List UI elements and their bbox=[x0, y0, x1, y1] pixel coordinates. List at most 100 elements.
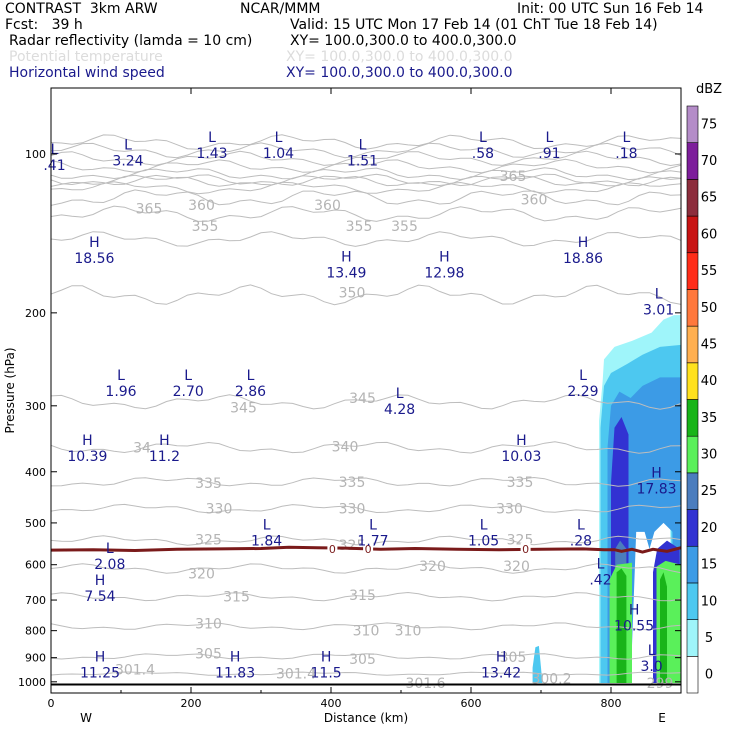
wind-high-marker: H bbox=[230, 649, 241, 665]
wind-low-marker: L bbox=[106, 541, 114, 557]
freezing-level-label: 0 bbox=[522, 543, 529, 556]
colorbar-label: 60 bbox=[701, 227, 718, 242]
y-tick-label: 600 bbox=[25, 559, 46, 572]
theta-label: 305 bbox=[500, 650, 527, 666]
wind-high-marker: H bbox=[89, 235, 100, 251]
wind-value-label: 11.5 bbox=[311, 665, 342, 681]
theta-label: 355 bbox=[391, 219, 418, 235]
wind-high-marker: H bbox=[82, 433, 93, 449]
colorbar-label: 55 bbox=[701, 264, 718, 279]
wind-low-marker: L bbox=[117, 368, 125, 384]
wind-low-marker: L bbox=[577, 518, 585, 534]
colorbar-swatch bbox=[686, 619, 699, 657]
wind-value-label: 10.03 bbox=[501, 449, 541, 465]
colorbar-label: 20 bbox=[701, 521, 718, 536]
colorbar-swatch bbox=[686, 435, 699, 474]
wind-low-marker: L bbox=[622, 130, 630, 146]
theta-contour bbox=[51, 158, 681, 174]
x-axis-title: Distance (km) bbox=[324, 711, 408, 725]
wind-low-marker: L bbox=[247, 368, 255, 384]
field-reflectivity-name: Radar reflectivity (lamda = 10 cm) bbox=[9, 33, 253, 49]
wind-low-marker: L bbox=[396, 386, 404, 402]
y-tick-label: 100 bbox=[25, 148, 46, 161]
forecast-hour: Fcst: 39 h bbox=[5, 17, 83, 33]
reflectivity-fill bbox=[532, 315, 681, 683]
wind-low-marker: L bbox=[369, 518, 377, 534]
theta-contour bbox=[51, 284, 681, 306]
colorbar-swatch bbox=[686, 472, 699, 510]
x-tick-label: 200 bbox=[181, 697, 202, 710]
theta-label: 330 bbox=[496, 502, 523, 518]
freezing-level-label: 0 bbox=[365, 543, 372, 556]
colorbar-label: 70 bbox=[701, 154, 718, 169]
wind-low-marker: L bbox=[648, 643, 656, 659]
theta-label: 315 bbox=[223, 590, 250, 606]
wind-high-marker: H bbox=[496, 649, 507, 665]
wind-value-label: 1.84 bbox=[251, 534, 282, 550]
wind-value-label: 2.29 bbox=[567, 384, 598, 400]
wind-value-label: .18 bbox=[615, 146, 637, 162]
wind-value-label: 1.51 bbox=[347, 153, 378, 169]
wind-value-label: 18.56 bbox=[74, 251, 114, 267]
wind-value-label: .41 bbox=[43, 158, 65, 174]
wind-high-marker: H bbox=[159, 433, 170, 449]
wind-high-marker: H bbox=[651, 465, 662, 481]
wind-value-label: 11.25 bbox=[80, 665, 120, 681]
wind-value-label: 18.86 bbox=[563, 251, 603, 267]
freezing-level-line bbox=[51, 545, 681, 554]
wind-low-marker: L bbox=[545, 130, 553, 146]
wind-value-label: 10.39 bbox=[67, 449, 107, 465]
wind-low-marker: L bbox=[480, 518, 488, 534]
wind-value-label: 1.77 bbox=[357, 534, 388, 550]
theta-label: 360 bbox=[314, 198, 341, 214]
theta-label: 34 bbox=[133, 441, 151, 457]
theta-label: 310 bbox=[353, 624, 380, 640]
wind-low-marker: L bbox=[479, 130, 487, 146]
colorbar-label: 0 bbox=[705, 668, 713, 683]
theta-contour bbox=[51, 622, 681, 631]
theta-label: 315 bbox=[349, 588, 376, 604]
colorbar-swatch bbox=[686, 105, 699, 143]
theta-contour bbox=[51, 174, 681, 187]
wind-low-marker: L bbox=[579, 368, 587, 384]
colorbar-swatch bbox=[686, 289, 699, 327]
theta-label: 305 bbox=[195, 646, 222, 662]
wind-value-label: 12.98 bbox=[424, 266, 464, 282]
y-tick-label: 1000 bbox=[18, 676, 46, 689]
colorbar-swatch bbox=[686, 325, 699, 364]
wind-low-marker: L bbox=[655, 287, 663, 303]
theta-label: 340 bbox=[332, 439, 359, 455]
theta-label: 305 bbox=[349, 652, 376, 668]
theta-contour bbox=[51, 591, 681, 602]
theta-label: 320 bbox=[503, 559, 530, 575]
colorbar-swatch bbox=[686, 399, 699, 437]
colorbar-swatch bbox=[686, 142, 699, 180]
freezing-label-bg bbox=[327, 542, 338, 555]
wind-value-label: 3.01 bbox=[643, 303, 674, 319]
wind-value-label: 13.42 bbox=[481, 665, 521, 681]
colorbar-label: 5 bbox=[705, 631, 713, 646]
theta-label: 320 bbox=[419, 559, 446, 575]
theta-label: 310 bbox=[395, 624, 422, 640]
colorbar-swatch bbox=[686, 252, 699, 290]
x-end-label-east: E bbox=[658, 711, 666, 725]
theta-label: 335 bbox=[195, 476, 222, 492]
wind-value-label: 11.2 bbox=[149, 449, 180, 465]
colorbar-label: 65 bbox=[701, 191, 718, 206]
wind-value-label: .42 bbox=[589, 572, 611, 588]
wind-value-label: 13.49 bbox=[326, 266, 366, 282]
theta-label: 350 bbox=[339, 285, 366, 301]
theta-label: 365 bbox=[136, 202, 163, 218]
theta-contour bbox=[51, 653, 681, 660]
colorbar-label: 40 bbox=[701, 374, 718, 389]
colorbar: dBZ 0 5 10 15 20 25 30 35 40 45 50 55 60 65 70 75 bbox=[686, 82, 722, 694]
theta-label: 335 bbox=[507, 475, 534, 491]
y-tick-label: 800 bbox=[25, 625, 46, 638]
theta-contour bbox=[51, 231, 681, 247]
wind-high-marker: H bbox=[578, 235, 589, 251]
theta-label: 300.2 bbox=[531, 671, 571, 687]
wind-value-label: 1.05 bbox=[468, 534, 499, 550]
wind-value-label: 1.96 bbox=[105, 384, 136, 400]
colorbar-label: 50 bbox=[701, 301, 718, 316]
wind-low-marker: L bbox=[263, 518, 271, 534]
